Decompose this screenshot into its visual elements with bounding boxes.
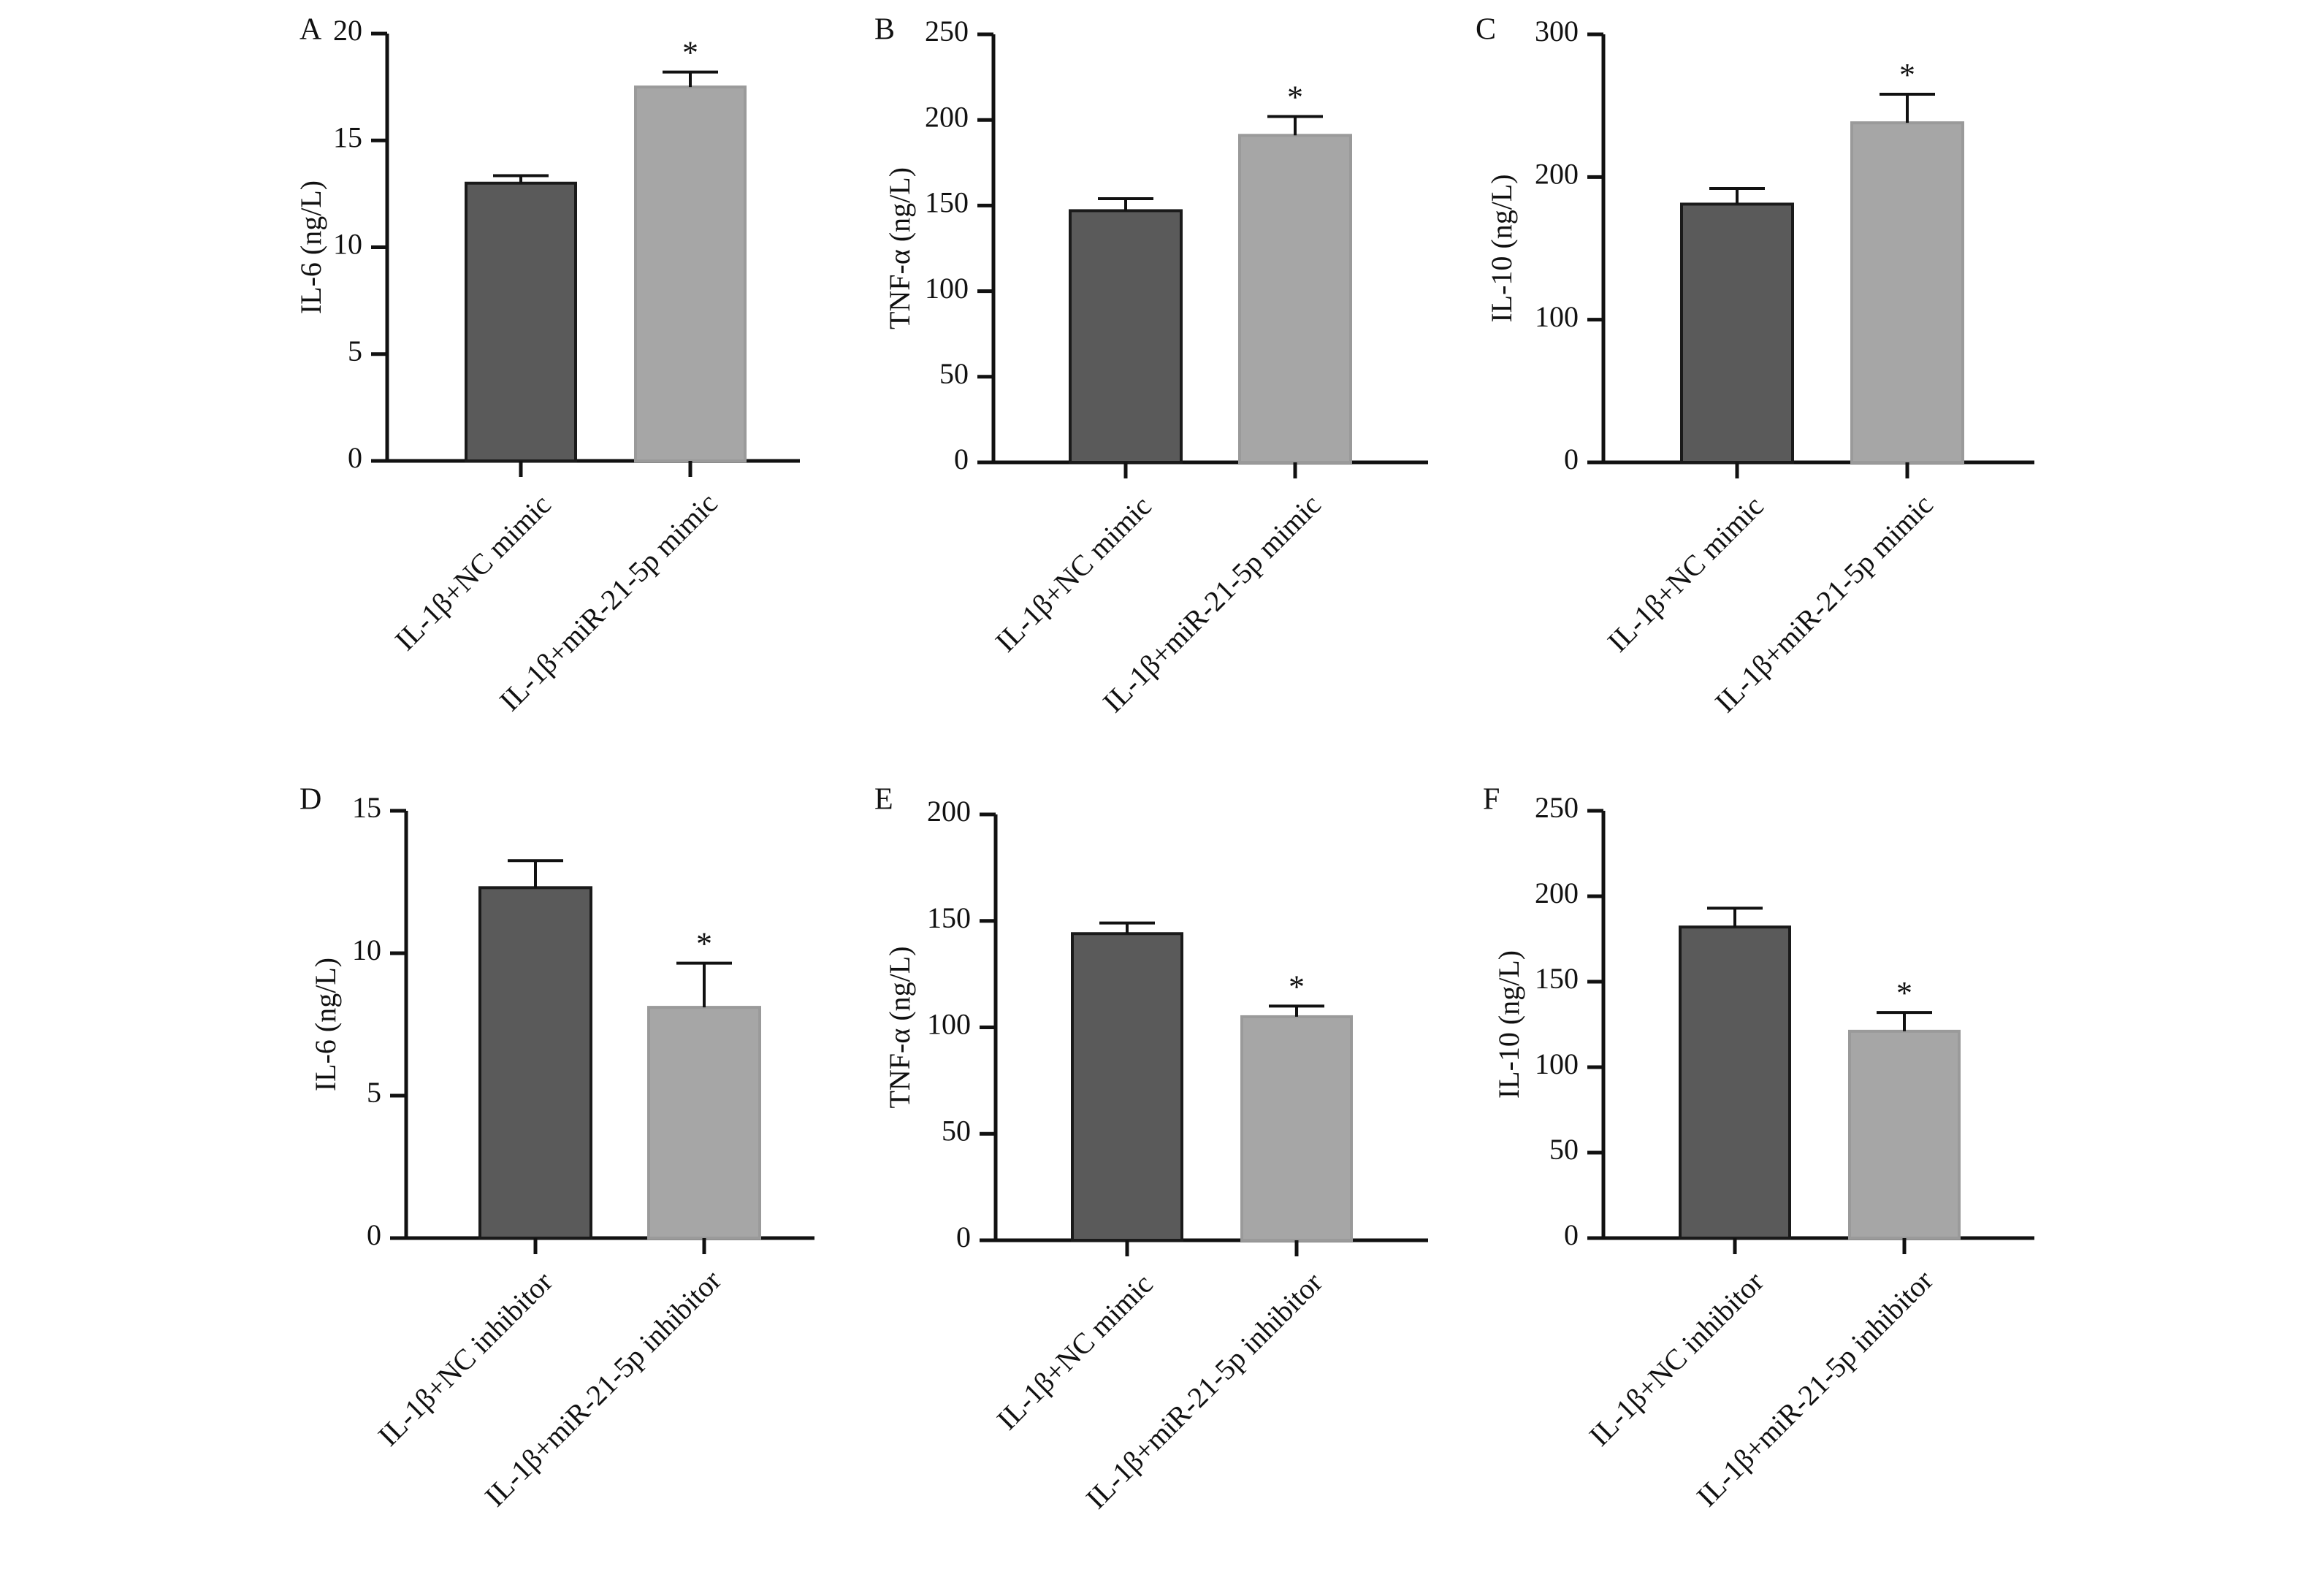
chart-panel-b: B 0 50 100 150 200 250 TNF-α (ng/L) IL-1β+NC mim… [874,13,1428,719]
significance-marker: * [1289,969,1305,1004]
y-tick-label: 0 [956,1221,971,1253]
category-label: IL-1β+NC inhibitor [372,1265,559,1452]
bar-2 [1848,1029,1961,1240]
significance-marker: * [1896,975,1912,1011]
y-tick-label: 300 [1535,15,1579,47]
y-tick-label: 150 [927,901,971,934]
panel-label: A [299,13,322,47]
panel-label: B [874,13,895,47]
y-axis-title: IL-6 (ng/L) [294,180,327,314]
y-tick-label: 5 [348,335,362,367]
y-tick-label: 100 [925,272,969,305]
panel-label: E [874,783,893,817]
category-label: IL-1β+NC mimic [991,1267,1159,1436]
bar-2 [1238,134,1352,465]
y-tick-label: 250 [925,15,969,47]
category-label: IL-1β+NC inhibitor [1583,1265,1770,1452]
chart-panel-e: E 0 50 100 150 200 TNF-α (ng/L) IL-1β+NC mimic *… [874,783,1428,1515]
y-tick-label: 5 [367,1076,381,1109]
y-tick-label: 200 [1535,158,1579,191]
y-tick-label: 50 [942,1114,971,1147]
y-tick-label: 100 [927,1008,971,1041]
y-tick-label: 15 [333,121,362,153]
y-tick-label: 100 [1535,300,1579,333]
y-tick-label: 200 [1535,877,1579,909]
category-label: IL-1β+NC mimic [1601,489,1770,658]
panel-label: F [1483,783,1500,817]
y-tick-label: 0 [1564,443,1579,476]
y-tick-label: 0 [954,443,969,476]
y-tick-label: 250 [1535,791,1579,824]
y-axis-title: TNF-α (ng/L) [883,167,916,329]
y-tick-label: 200 [925,100,969,133]
y-tick-label: 10 [352,933,381,966]
category-label: IL-1β+NC mimic [989,489,1158,658]
bar-2 [634,85,747,462]
y-tick-label: 50 [939,357,969,390]
bar-1 [1680,202,1794,464]
y-tick-label: 15 [352,791,381,824]
category-label: IL-1β+NC mimic [389,488,557,657]
y-tick-label: 0 [367,1218,381,1251]
bar-2 [647,1006,761,1240]
y-tick-label: 10 [333,228,362,261]
bar-1 [478,886,592,1240]
panel-label: D [299,783,321,817]
y-tick-label: 20 [333,14,362,47]
y-tick-label: 0 [1564,1218,1579,1251]
y-axis-title: TNF-α (ng/L) [883,946,916,1108]
y-tick-label: 100 [1535,1047,1579,1080]
y-tick-label: 200 [927,795,971,828]
significance-marker: * [1287,80,1303,115]
bar-1 [1071,932,1183,1242]
panel-label: C [1476,13,1496,47]
chart-panel-f: F 0 50 100 150 200 250 IL-10 (ng/L) IL-1β+NC inh… [1483,783,2034,1513]
significance-marker: * [1899,57,1915,93]
y-tick-label: 150 [1535,962,1579,995]
bar-1 [465,181,577,462]
y-axis-title: IL-10 (ng/L) [1492,950,1525,1099]
y-tick-label: 50 [1549,1133,1579,1166]
bar-1 [1679,925,1791,1240]
y-axis-title: IL-6 (ng/L) [309,958,342,1091]
y-tick-label: 150 [925,186,969,219]
bar-1 [1069,209,1183,464]
y-axis-title: IL-10 (ng/L) [1485,174,1518,322]
significance-marker: * [696,926,712,962]
y-tick-label: 0 [348,441,362,474]
significance-marker: * [682,35,698,71]
bar-2 [1850,121,1964,465]
bar-2 [1240,1015,1353,1242]
